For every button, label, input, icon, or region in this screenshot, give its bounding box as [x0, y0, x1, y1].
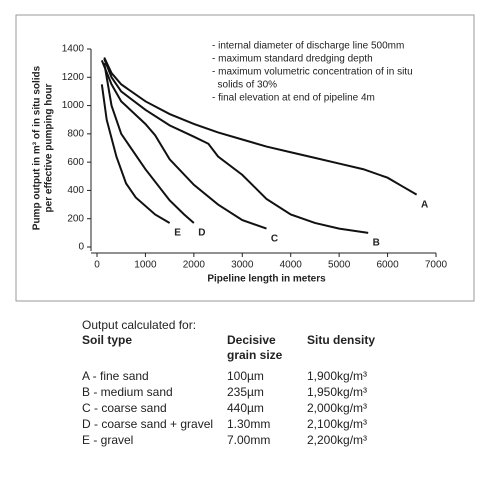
y-tick-label: 1400 [62, 44, 85, 55]
table-row: D - coarse sand + gravel 1.30mm 2,100kg/m³ [82, 417, 385, 433]
table-row: A - fine sand 100µm 1,900kg/m³ [82, 369, 385, 385]
x-tick-label: 3000 [231, 260, 254, 271]
table-row: C - coarse sand 440µm 2,000kg/m³ [82, 401, 385, 417]
curve [103, 62, 195, 224]
table-cell: A - fine sand [82, 369, 149, 383]
table-cell: E - gravel [82, 433, 134, 447]
y-axis-label: per effective pumping hour [44, 83, 55, 212]
table-cell: 1.30mm [227, 417, 271, 431]
note: - maximum standard dredging depth [212, 54, 373, 65]
table-cell: 100µm [227, 369, 264, 383]
x-axis-label: Pipeline length in meters [207, 274, 326, 285]
curve-label: C [271, 233, 278, 244]
curve [100, 84, 171, 224]
x-tick-label: 0 [94, 260, 100, 271]
table-cell: D - coarse sand + gravel [82, 417, 214, 431]
y-tick-label: 1000 [62, 100, 85, 111]
curve [103, 58, 369, 234]
table-row: E - gravel 7.00mm 2,200kg/m³ [82, 433, 385, 449]
note: - final elevation at end of pipeline 4m [212, 93, 375, 104]
curve-label: D [198, 228, 205, 239]
table-cell: 1,950kg/m³ [307, 385, 368, 399]
header-cell: Situ density [307, 333, 376, 347]
soil-table: Output calculated for: Soil type Decisiv… [82, 318, 385, 449]
x-tick-label: 5000 [328, 260, 351, 271]
note: solids of 30% [212, 80, 277, 91]
x-tick-label: 6000 [376, 260, 399, 271]
curve-label: A [421, 199, 428, 210]
header-cell: Soil type [82, 333, 133, 347]
table-cell: 2,100kg/m³ [307, 417, 368, 431]
x-tick-label: 1000 [134, 260, 157, 271]
y-tick-label: 1200 [62, 72, 85, 83]
table-cell: C - coarse sand [82, 401, 167, 415]
curve-label: B [373, 237, 380, 248]
x-tick-label: 7000 [425, 260, 448, 271]
y-tick-label: 800 [67, 128, 84, 139]
curve [103, 57, 418, 196]
note: - internal diameter of discharge line 50… [212, 41, 404, 52]
table-cell: 2,200kg/m³ [307, 433, 368, 447]
frame [15, 14, 475, 302]
table-cell: B - medium sand [82, 385, 173, 399]
y-tick-label: 0 [78, 242, 84, 253]
y-tick-label: 600 [67, 157, 84, 168]
chart: 0 200 400 600 800 1000 1200 1400 0 1000 2000 3000 40… [15, 14, 475, 302]
note: - maximum volumetric concentration of in… [212, 67, 413, 78]
table-caption: Output calculated for: [82, 318, 197, 332]
header-cell: Decisive grain size [227, 333, 283, 362]
curve [100, 59, 267, 230]
x-tick-label: 4000 [280, 260, 303, 271]
y-tick-label: 400 [67, 185, 84, 196]
table-cell: 440µm [227, 401, 264, 415]
table-cell: 2,000kg/m³ [307, 401, 368, 415]
x-tick-label: 2000 [183, 260, 206, 271]
table-row: B - medium sand 235µm 1,950kg/m³ [82, 385, 385, 401]
table-cell: 1,900kg/m³ [307, 369, 368, 383]
y-axis-label: Pump output in m³ of in situ solids [32, 65, 43, 230]
table-cell: 7.00mm [227, 433, 271, 447]
curve-label: E [174, 228, 181, 239]
y-tick-label: 200 [67, 213, 84, 224]
table-cell: 235µm [227, 385, 264, 399]
